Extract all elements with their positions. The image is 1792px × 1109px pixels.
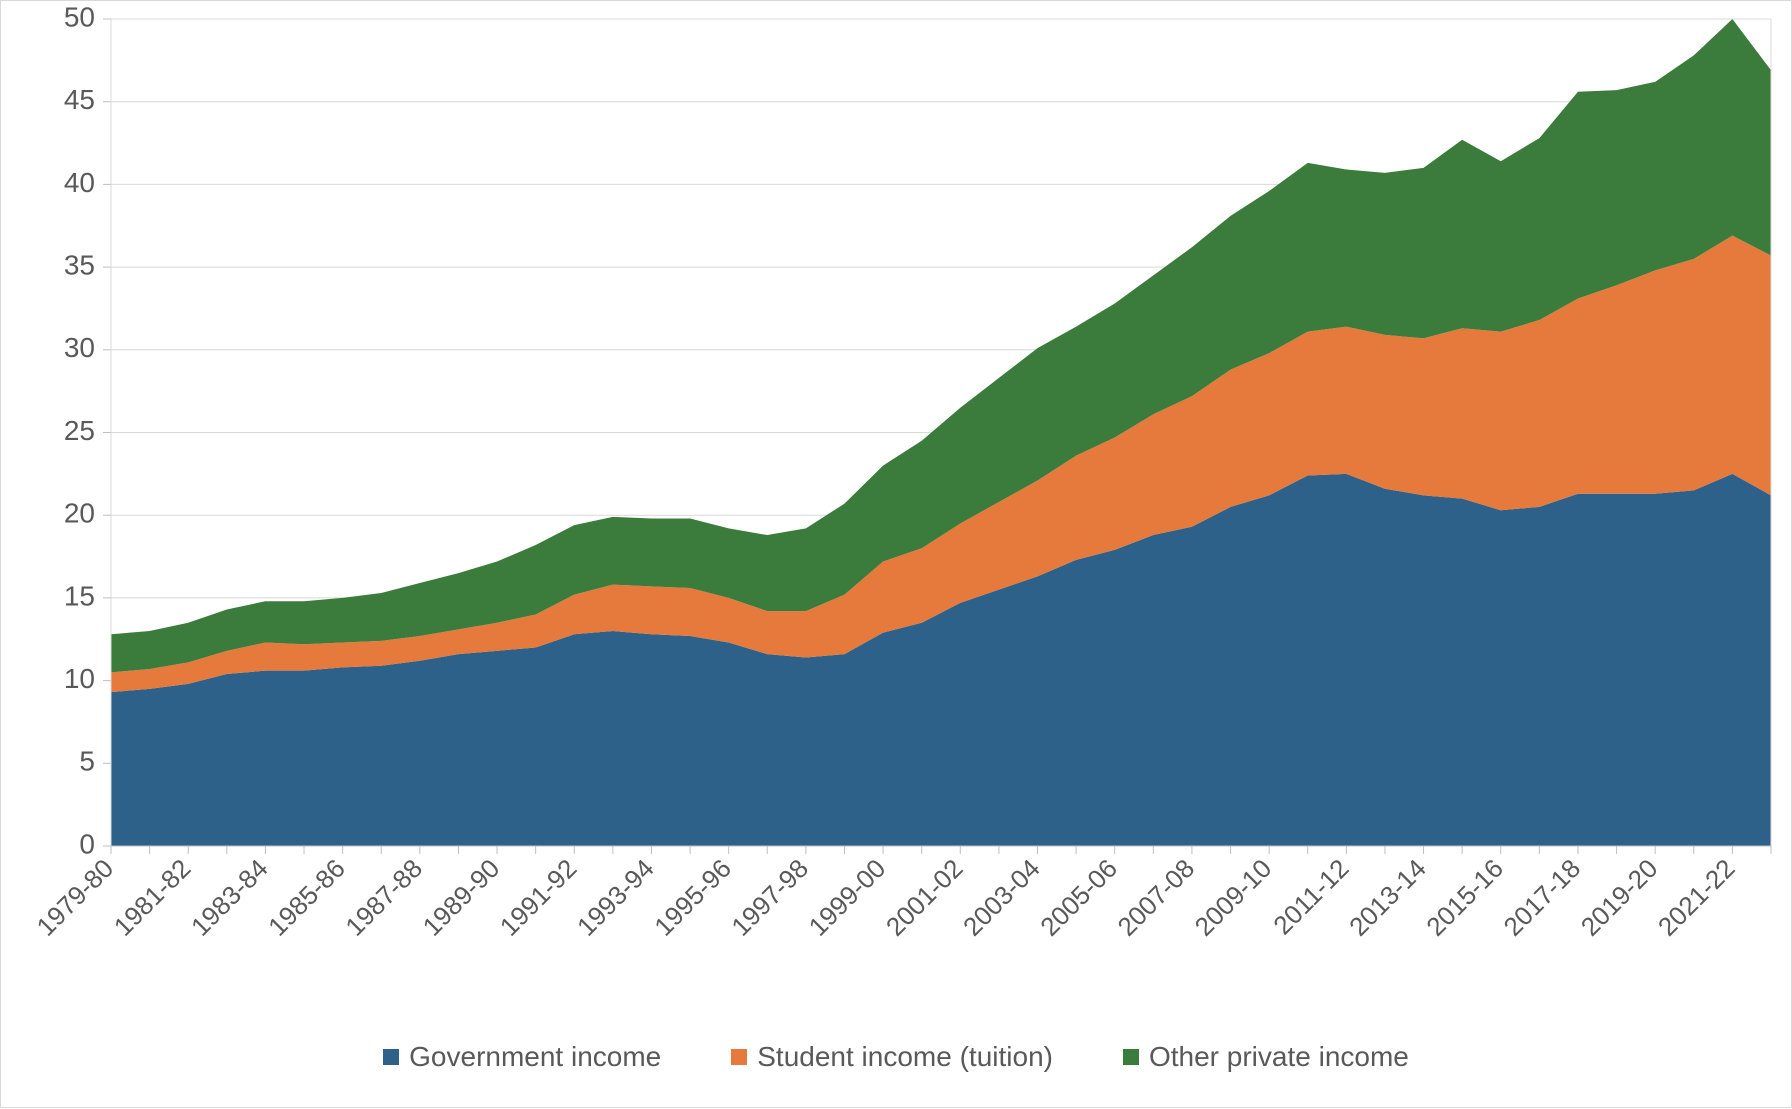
xtick-label: 1983-84: [185, 853, 274, 942]
xtick-label: 2019-20: [1575, 853, 1664, 942]
xtick-label: 1985-86: [262, 853, 351, 942]
ytick-label: 45: [64, 84, 95, 115]
xtick-label: 1993-94: [571, 853, 660, 942]
legend-swatch: [383, 1049, 399, 1065]
legend-swatch: [731, 1049, 747, 1065]
stacked-area-chart: 0 5 10 15 20 25 30 35 40 45 50 1979-801981-821983-8…: [1, 1, 1792, 1109]
ytick-label: 5: [79, 746, 95, 777]
xtick-label: 1979-80: [31, 853, 120, 942]
ytick-label: 15: [64, 580, 95, 611]
ytick-label: 0: [79, 828, 95, 859]
xtick-label: 2011-12: [1267, 853, 1354, 940]
legend-item: Other private income: [1123, 1041, 1409, 1073]
xtick-label: 2003-04: [957, 853, 1046, 942]
xtick-label: 2009-10: [1189, 853, 1278, 942]
ytick-label: 10: [64, 663, 95, 694]
ytick-label: 20: [64, 498, 95, 529]
legend-label: Student income (tuition): [757, 1041, 1053, 1073]
xtick-label: 2017-18: [1498, 853, 1587, 942]
legend-label: Government income: [409, 1041, 661, 1073]
xtick-label: 1987-88: [339, 853, 428, 942]
xtick-label: 1981-82: [108, 853, 197, 942]
chart-frame: 0 5 10 15 20 25 30 35 40 45 50 1979-801981-821983-8…: [0, 0, 1792, 1108]
xtick-label: 2007-08: [1111, 853, 1200, 942]
xtick-label: 2013-14: [1343, 853, 1432, 942]
legend: Government income Student income (tuition…: [1, 1041, 1791, 1073]
legend-item: Government income: [383, 1041, 661, 1073]
legend-item: Student income (tuition): [731, 1041, 1053, 1073]
xtick-label: 2001-02: [880, 853, 969, 942]
xtick-label: 1995-96: [648, 853, 737, 942]
ytick-label: 25: [64, 415, 95, 446]
legend-swatch: [1123, 1049, 1139, 1065]
xtick-label: 1999-00: [803, 853, 892, 942]
ytick-label: 35: [64, 249, 95, 280]
xtick-label: 2021-22: [1652, 853, 1741, 942]
ytick-label: 40: [64, 167, 95, 198]
ytick-label: 50: [64, 1, 95, 32]
xtick-label: 1991-92: [494, 853, 583, 942]
xtick-label: 1989-90: [417, 853, 506, 942]
xtick-label: 2015-16: [1420, 853, 1509, 942]
ytick-label: 30: [64, 332, 95, 363]
xtick-label: 2005-06: [1034, 853, 1123, 942]
legend-label: Other private income: [1149, 1041, 1409, 1073]
xtick-label: 1997-98: [725, 853, 814, 942]
